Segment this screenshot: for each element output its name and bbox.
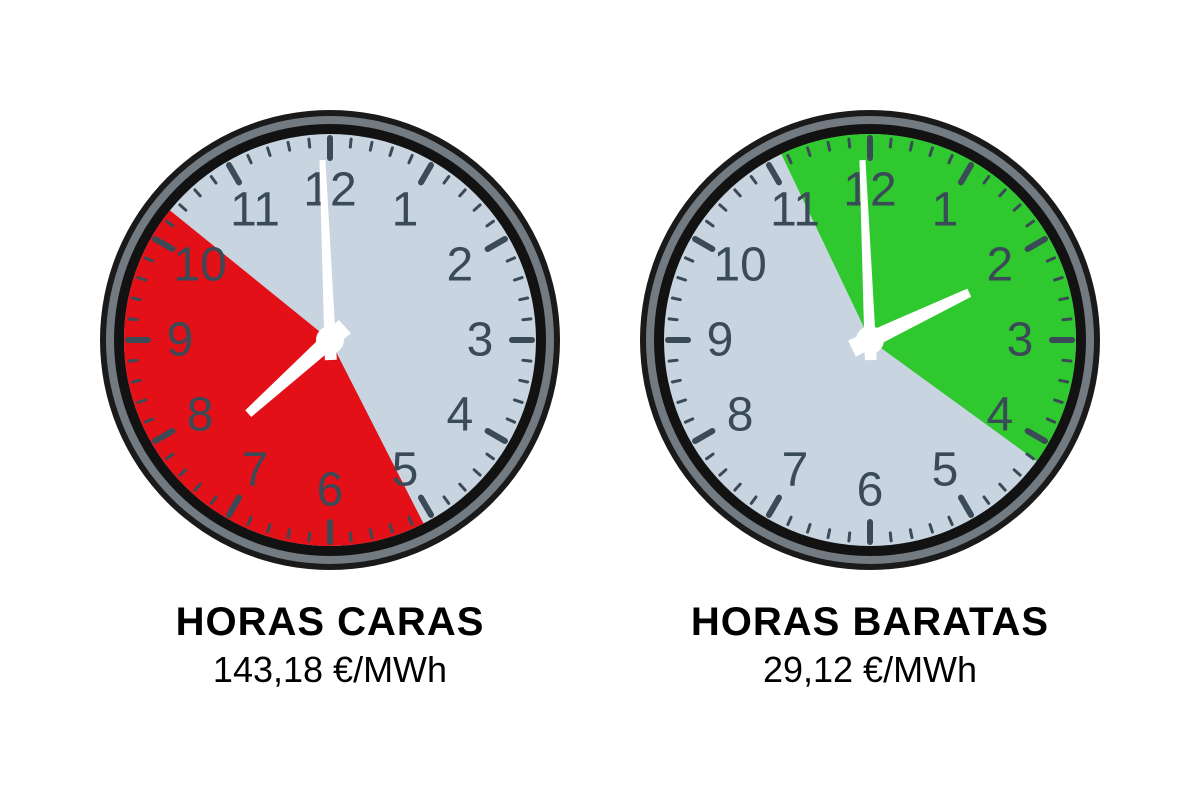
svg-text:5: 5 <box>392 443 419 496</box>
svg-text:2: 2 <box>447 238 474 291</box>
expensive-caption: HORAS CARAS 143,18 €/MWh <box>176 600 485 691</box>
cheap-price: 29,12 €/MWh <box>691 649 1049 691</box>
svg-text:1: 1 <box>392 183 419 236</box>
svg-text:3: 3 <box>467 313 494 366</box>
svg-text:6: 6 <box>857 463 884 516</box>
expensive-price-unit: €/MWh <box>333 649 447 690</box>
svg-text:9: 9 <box>167 313 194 366</box>
svg-text:3: 3 <box>1007 313 1034 366</box>
svg-text:7: 7 <box>782 443 809 496</box>
svg-text:7: 7 <box>242 443 269 496</box>
cheap-price-unit: €/MWh <box>863 649 977 690</box>
cheap-caption: HORAS BARATAS 29,12 €/MWh <box>691 600 1049 691</box>
svg-text:6: 6 <box>317 463 344 516</box>
svg-text:9: 9 <box>707 313 734 366</box>
svg-text:2: 2 <box>987 238 1014 291</box>
svg-text:12: 12 <box>843 163 896 216</box>
svg-text:10: 10 <box>713 238 766 291</box>
svg-text:4: 4 <box>987 388 1014 441</box>
svg-text:5: 5 <box>932 443 959 496</box>
svg-text:11: 11 <box>230 183 280 236</box>
cheap-clock: 123456789101112 <box>640 110 1100 570</box>
cheap-title: HORAS BARATAS <box>691 600 1049 645</box>
cheap-price-value: 29,12 <box>763 649 853 690</box>
svg-text:12: 12 <box>303 163 356 216</box>
expensive-price-value: 143,18 <box>213 649 323 690</box>
svg-text:11: 11 <box>770 183 820 236</box>
cheap-hours-panel: 123456789101112 HORAS BARATAS 29,12 €/MW… <box>640 110 1100 691</box>
svg-text:10: 10 <box>173 238 226 291</box>
expensive-clock: 123456789101112 <box>100 110 560 570</box>
svg-text:4: 4 <box>447 388 474 441</box>
expensive-hours-panel: 123456789101112 HORAS CARAS 143,18 €/MWh <box>100 110 560 691</box>
svg-text:8: 8 <box>727 388 754 441</box>
svg-text:1: 1 <box>932 183 959 236</box>
svg-text:8: 8 <box>187 388 214 441</box>
expensive-title: HORAS CARAS <box>176 600 485 645</box>
expensive-price: 143,18 €/MWh <box>176 649 485 691</box>
